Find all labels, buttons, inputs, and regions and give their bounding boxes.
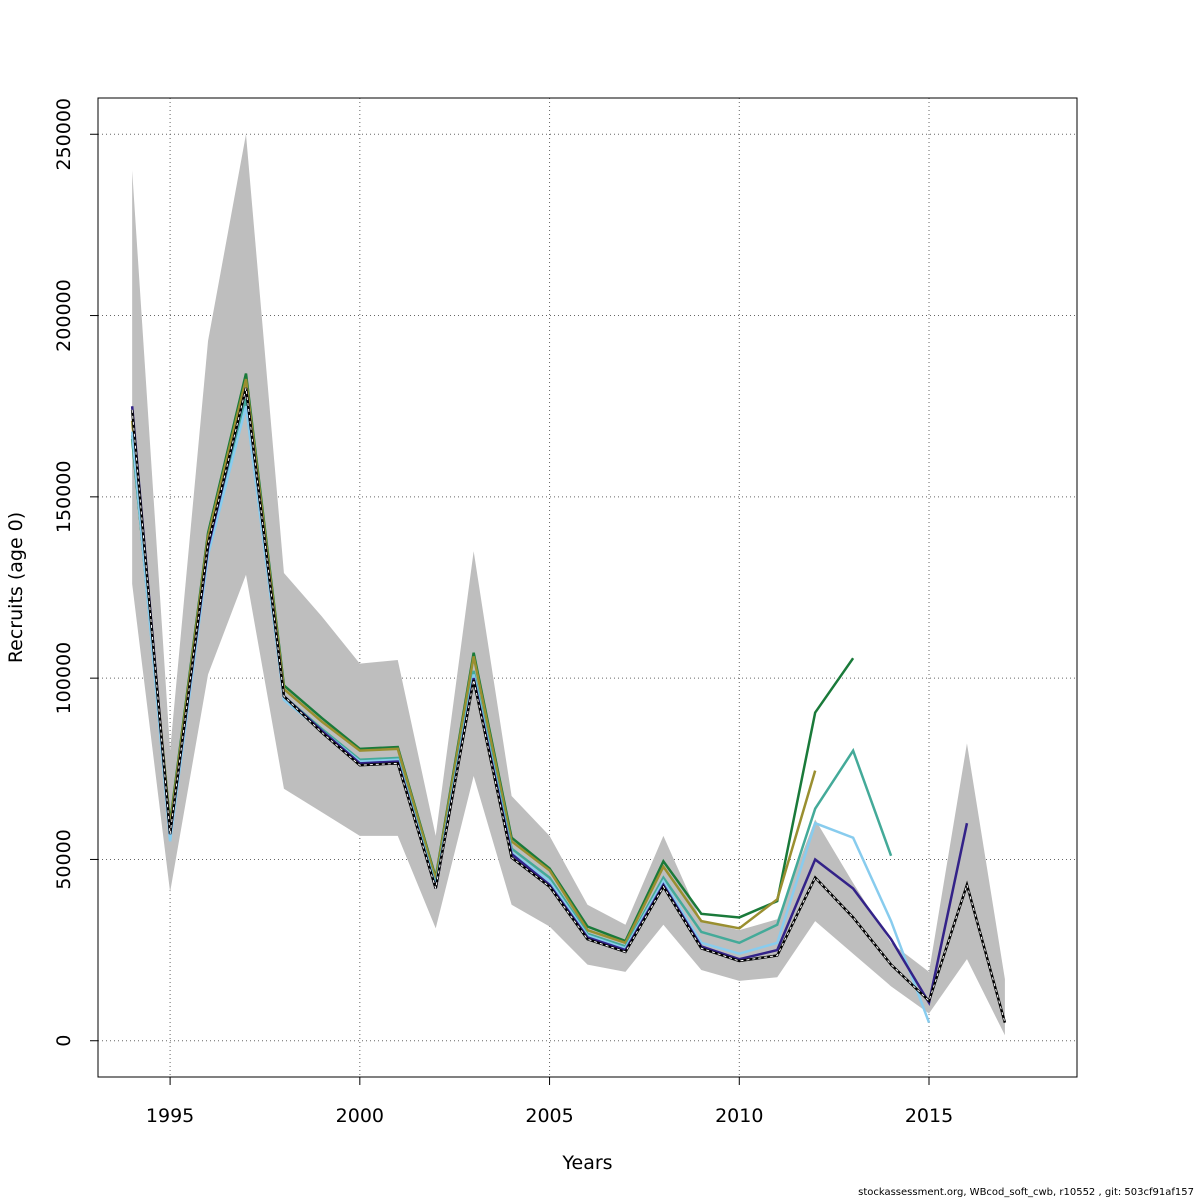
x-tick-label: 2010 — [715, 1105, 763, 1127]
y-tick-label: 100000 — [53, 642, 75, 715]
x-tick-label: 2005 — [525, 1105, 573, 1127]
x-tick-label: 2015 — [905, 1105, 953, 1127]
confidence-band — [132, 134, 1005, 1036]
y-tick-label: 50000 — [53, 829, 75, 889]
series-line-6-dash — [131, 387, 1006, 1023]
y-tick-label: 150000 — [53, 461, 75, 534]
y-tick-label: 250000 — [53, 98, 75, 171]
y-axis-title: Recruits (age 0) — [5, 512, 27, 663]
y-tick-label: 200000 — [53, 279, 75, 352]
x-tick-label: 2000 — [336, 1105, 384, 1127]
footer-credit: stockassessment.org, WBcod_soft_cwb, r10… — [858, 1187, 1194, 1198]
series-line-4 — [130, 405, 931, 1024]
series-line-2 — [130, 378, 817, 945]
x-axis: 1995 2000 2005 2010 2015 — [146, 1076, 953, 1127]
x-tick-label: 1995 — [146, 1105, 194, 1127]
y-tick-label: 0 — [53, 1035, 75, 1047]
confidence-band-area — [132, 134, 1005, 1036]
y-axis: 0 50000 100000 150000 200000 250000 — [53, 98, 98, 1047]
x-axis-title: Years — [561, 1152, 612, 1174]
series-lines — [130, 373, 1007, 1024]
